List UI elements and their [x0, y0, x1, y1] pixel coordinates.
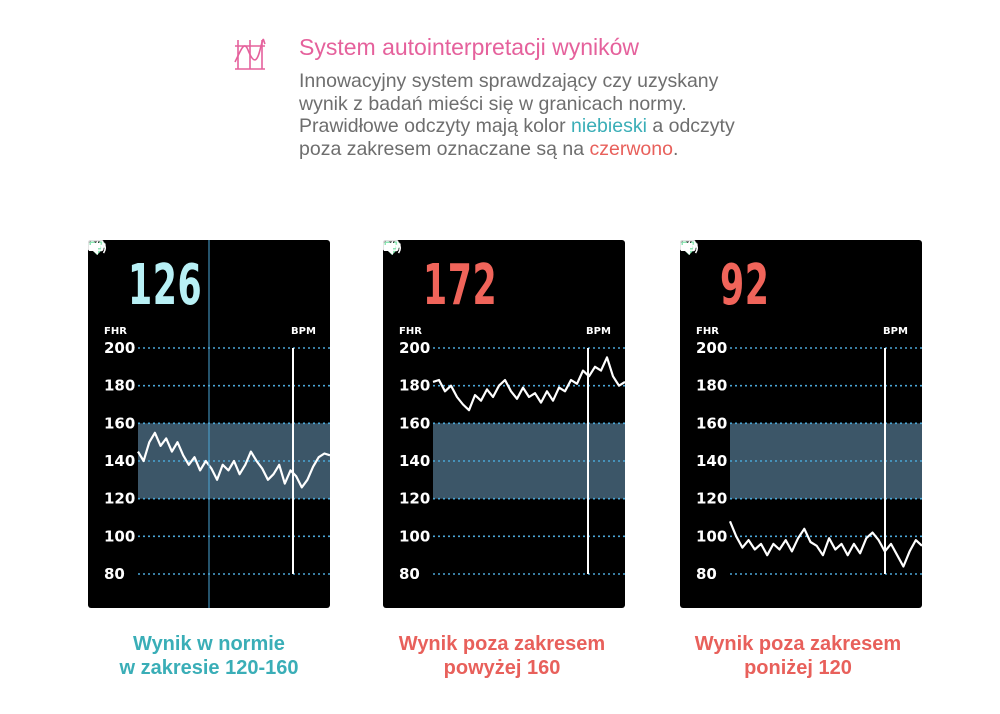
desc-line: poza zakresem oznaczane są na czerwono.: [299, 138, 819, 161]
monitor-panel-low: 200 180 160 140 120 100 80 FHR BPM 92: [680, 240, 922, 608]
monitor-panel-normal: 200 180 160 140 120 100 80 FHR BPM 126: [88, 240, 330, 608]
y-tick-label: 120: [696, 490, 727, 508]
caption-line: Wynik poza zakresem: [398, 633, 606, 655]
caption-normal: Wynik w normie w zakresie 120-160: [59, 632, 359, 680]
caption-line: w zakresie 120-160: [119, 657, 299, 679]
y-tick-label: 140: [399, 452, 430, 470]
y-tick-label: 180: [696, 377, 727, 395]
bpm-axis-label: BPM: [291, 326, 316, 337]
y-tick-label: 160: [696, 414, 727, 432]
caption-line: Wynik poza zakresem: [694, 633, 902, 655]
desc-text: .: [672, 137, 679, 160]
y-tick-label: 200: [104, 339, 135, 357]
caption-high: Wynik poza zakresem powyżej 160: [352, 632, 652, 680]
fhr-value: 172: [423, 253, 498, 318]
fhr-value: 126: [128, 253, 203, 318]
desc-line: Prawidłowe odczyty mają kolor niebieski …: [299, 115, 819, 138]
battery-icon: [680, 240, 698, 251]
y-tick-label: 80: [696, 565, 717, 583]
fhr-chart: 200 180 160 140 120 100 80 FHR BPM: [696, 326, 922, 583]
fhr-series-line: [728, 520, 922, 568]
chart-logo-icon: [234, 38, 266, 70]
y-tick-label: 80: [399, 565, 420, 583]
y-tick-label: 160: [399, 414, 430, 432]
bpm-axis-label: BPM: [883, 326, 908, 337]
monitor-panel-high: 200 180 160 140 120 100 80 FHR BPM 172: [383, 240, 625, 608]
y-tick-label: 120: [399, 490, 430, 508]
fhr-axis-label: FHR: [399, 326, 422, 337]
y-tick-label: 100: [104, 527, 135, 545]
y-tick-label: 140: [104, 452, 135, 470]
caption-line: powyżej 160: [443, 657, 561, 679]
description: Innowacyjny system sprawdzający czy uzys…: [299, 70, 819, 160]
desc-text: poza zakresem oznaczane są na: [299, 137, 590, 160]
caption-line: poniżej 120: [744, 657, 852, 679]
caption-low: Wynik poza zakresem poniżej 120: [648, 632, 948, 680]
y-tick-label: 80: [104, 565, 125, 583]
battery-icon: [383, 240, 401, 251]
desc-blue-word: niebieski: [571, 115, 647, 137]
desc-red-word: czerwono: [589, 137, 673, 160]
y-tick-label: 180: [104, 377, 135, 395]
fhr-chart: 200 180 160 140 120 100 80 FHR BPM: [104, 240, 330, 608]
y-tick-label: 180: [399, 377, 430, 395]
y-tick-label: 100: [399, 527, 430, 545]
y-tick-label: 120: [104, 490, 135, 508]
page-title: System autointerpretacji wyników: [299, 34, 640, 60]
fhr-chart: 200 180 160 140 120 100 80 FHR BPM: [399, 326, 625, 583]
y-tick-label: 200: [399, 339, 430, 357]
desc-text: Prawidłowe odczyty mają kolor: [299, 115, 572, 137]
fhr-value: 92: [720, 253, 770, 318]
y-tick-label: 160: [104, 414, 135, 432]
desc-text: a odczyty: [646, 115, 735, 137]
caption-line: Wynik w normie: [133, 633, 285, 655]
desc-line: wynik z badań mieści się w granicach nor…: [299, 92, 687, 115]
y-tick-label: 140: [696, 452, 727, 470]
y-tick-label: 100: [696, 527, 727, 545]
fhr-axis-label: FHR: [104, 326, 127, 337]
battery-icon: [88, 240, 106, 251]
bpm-axis-label: BPM: [586, 326, 611, 337]
fhr-series-line: [432, 356, 625, 412]
desc-line: Innowacyjny system sprawdzający czy uzys…: [299, 70, 719, 92]
fhr-series-line: [137, 431, 330, 489]
y-tick-label: 200: [696, 339, 727, 357]
fhr-axis-label: FHR: [696, 326, 719, 337]
